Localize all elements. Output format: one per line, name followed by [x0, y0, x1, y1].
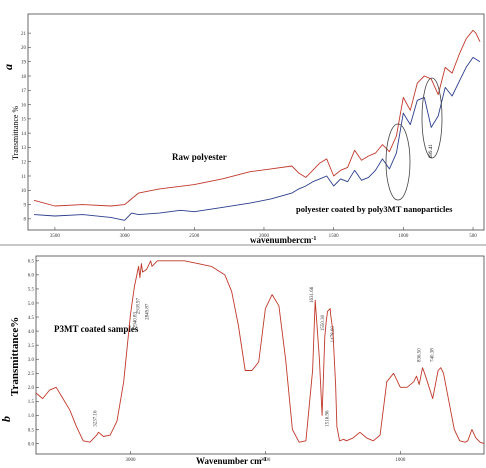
x-tick-label: 3500 — [50, 234, 61, 239]
annotation-raw-polyester: Raw polyester — [172, 152, 227, 162]
y-tick-label: 20 — [21, 46, 27, 51]
y-tick-label: 18 — [21, 75, 27, 80]
panel-a: a Transmittance % 3500 3000 2500 2000 1500 10… — [1, 13, 485, 245]
peak-label: 836.50 — [417, 348, 422, 362]
y-tick-label: 16 — [21, 103, 27, 108]
annotation-coated-polyester: polyester coated by poly3MT nanoparticle… — [296, 204, 453, 214]
y-tick-label: 4.5 — [28, 316, 35, 321]
x-tick-label: 1000 — [395, 458, 406, 463]
y-tick-label: 5.5 — [28, 288, 35, 293]
panel-separator — [0, 244, 486, 246]
y-tick-label: 12 — [21, 161, 27, 166]
y-tick-label: 4.0 — [28, 330, 35, 335]
x-tick-label: 3000 — [125, 458, 136, 463]
x-tick-label: 3000 — [120, 234, 131, 239]
highlight-ellipse-1 — [385, 123, 411, 201]
panel-b-xlabel-text: Wavenumber cm — [196, 456, 262, 466]
panel-a-ylabel: Transmittance % — [11, 106, 20, 160]
y-tick-label: 3.0 — [28, 358, 35, 363]
y-tick-label: 2.5 — [28, 372, 35, 377]
panel-b-label: b — [0, 416, 13, 422]
y-tick-label: 19 — [21, 61, 27, 66]
y-tick-label: 15 — [21, 118, 27, 123]
y-tick-label: 3.5 — [28, 344, 35, 349]
panel-a-label: a — [1, 64, 15, 70]
x-tick-label: 2000 — [260, 458, 271, 463]
peak-label: 2849.87 — [146, 303, 151, 320]
panel-b-ylabel: Transmittance% — [9, 317, 21, 396]
panel-b-plot-frame — [35, 255, 485, 455]
panel-a-xlabel: wavenumbercm-1 — [250, 235, 316, 245]
panel-b-xlabel: Wavenumber cm-1 — [196, 456, 267, 466]
panel-b-ticks: 3000 2000 1000 0.0 0.5 1.0 1.5 2.0 2.5 3.0 3.5 4.0 4… — [28, 260, 406, 463]
y-tick-label: 10 — [21, 189, 27, 194]
y-tick-label: 6.0 — [28, 274, 35, 279]
y-tick-label: 5.0 — [28, 302, 35, 307]
x-tick-label: 2000 — [259, 234, 270, 239]
peak-label: 3237.16 — [93, 410, 98, 427]
y-tick-label: 1.0 — [28, 414, 35, 419]
y-tick-label: 9 — [24, 203, 27, 208]
panel-a-ticks: 3500 3000 2500 2000 1500 1000 500 8 9 10 11 12 13 14 1… — [21, 32, 477, 239]
highlight-ellipse-2 — [421, 77, 443, 159]
y-tick-label: 14 — [21, 132, 27, 137]
y-tick-label: 11 — [21, 175, 26, 180]
x-tick-label: 2500 — [189, 234, 200, 239]
y-tick-label: 2.0 — [28, 386, 35, 391]
x-tick-label: 1500 — [329, 234, 340, 239]
series-line-raw — [33, 29, 481, 207]
peak-label: 2940.83 — [134, 312, 139, 329]
panel-a-xlabel-sup: -1 — [311, 236, 316, 242]
y-tick-label: 17 — [21, 89, 27, 94]
peak-label-699: 699.41 — [429, 144, 434, 158]
y-tick-label: 0.0 — [28, 442, 35, 447]
series-line-p3mt — [35, 260, 485, 445]
y-tick-label: 13 — [21, 146, 27, 151]
y-tick-label: 21 — [21, 32, 27, 37]
panel-a-series — [33, 29, 481, 221]
x-tick-label: 500 — [469, 234, 477, 239]
panel-b-title: P3MT coated samples — [54, 324, 139, 334]
y-tick-label: 8 — [24, 218, 27, 223]
x-tick-label: 1000 — [398, 234, 409, 239]
panel-b-series — [35, 260, 485, 445]
peak-label: 1631.66 — [310, 286, 315, 303]
panel-a-xlabel-text: wavenumbercm — [250, 235, 312, 245]
y-tick-label: 6.5 — [28, 260, 35, 265]
y-tick-label: 0.5 — [28, 428, 35, 433]
panel-b: b Transmittance% P3MT coated samples 300… — [0, 255, 485, 466]
panel-b-xlabel-sup: -1 — [262, 457, 267, 463]
series-line-coated — [33, 56, 481, 221]
peak-label: 2918.97 — [136, 297, 141, 314]
y-tick-label: 1.5 — [28, 400, 35, 405]
peak-label: 1550.30 — [321, 314, 326, 331]
panel-a-plot-frame — [27, 13, 485, 231]
peak-label: 1516.96 — [326, 410, 331, 427]
peak-label: 740.38 — [430, 348, 435, 362]
